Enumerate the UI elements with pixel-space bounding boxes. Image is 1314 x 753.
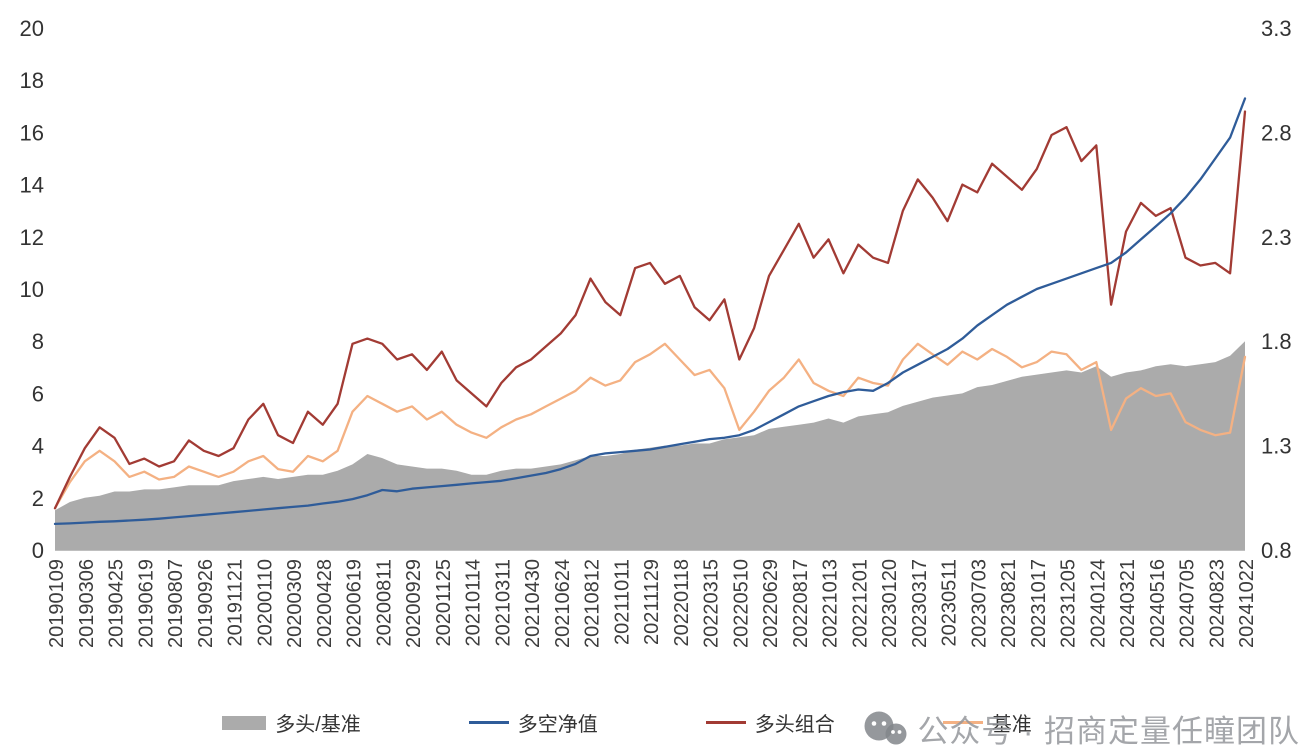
legend-swatch-line-icon	[942, 721, 983, 724]
x-axis-label: 20230120	[879, 559, 901, 648]
x-axis-label: 20231205	[1058, 559, 1080, 648]
x-axis-label: 20230821	[998, 559, 1020, 648]
legend-item-long-over-benchmark: 多头/基准	[222, 708, 361, 737]
legend-swatch-line-icon	[468, 721, 509, 724]
legend-label-long-short-nav: 多空净值	[517, 714, 598, 736]
x-axis-label: 20190619	[135, 559, 157, 648]
legend-item-long-portfolio: 多头组合	[705, 708, 835, 737]
legend-swatch-line-icon	[705, 721, 746, 724]
x-axis-label: 20210812	[582, 559, 604, 648]
right-axis-tick-label: 1.8	[1261, 329, 1292, 354]
x-axis-label: 20230511	[939, 559, 961, 647]
series-line-long-short-nav	[53, 97, 1247, 526]
x-axis-label: 20190807	[165, 559, 187, 648]
x-axis-label: 20190306	[76, 559, 98, 648]
x-axis-label: 20211011	[611, 559, 633, 645]
legend-label-long-portfolio: 多头组合	[754, 714, 835, 736]
x-axis-label: 20231017	[1028, 559, 1050, 648]
x-axis-label: 20240823	[1206, 559, 1228, 648]
x-axis-label: 20200309	[284, 559, 306, 648]
x-axis-label: 20191121	[225, 559, 247, 647]
legend-label-benchmark: 基准	[991, 714, 1032, 736]
series-line-long-portfolio	[53, 110, 1247, 510]
x-axis-label: 20221013	[820, 559, 842, 648]
x-axis-label: 20240705	[1177, 559, 1199, 648]
x-axis-label: 20241022	[1236, 559, 1258, 648]
x-axis-label: 20210114	[463, 559, 485, 647]
left-axis-tick-label: 0	[32, 538, 44, 563]
x-axis-label: 20240321	[1117, 559, 1139, 648]
x-axis-label: 20200811	[373, 559, 395, 647]
x-axis-label: 20220510	[730, 559, 752, 648]
legend-swatch-area-icon	[222, 715, 267, 730]
x-axis-label: 20200619	[344, 559, 366, 648]
x-axis-label: 20190425	[106, 559, 128, 648]
x-axis-label: 20221201	[849, 559, 871, 648]
left-axis-tick-label: 10	[20, 277, 44, 302]
x-axis-label: 20240124	[1087, 559, 1109, 648]
x-axis-label: 20220118	[671, 559, 693, 647]
x-axis-label: 20220629	[760, 559, 782, 648]
x-axis-label: 20230317	[909, 559, 931, 648]
right-axis-tick-label: 1.3	[1261, 434, 1292, 459]
x-axis-label: 20210430	[522, 559, 544, 648]
chart-legend: 多头/基准 多空净值 多头组合 基准	[0, 708, 1284, 737]
right-axis-tick-label: 3.3	[1261, 16, 1292, 41]
right-axis-tick-label: 0.8	[1261, 538, 1292, 563]
x-axis-label: 20200428	[314, 559, 336, 648]
series-line-benchmark	[53, 342, 1247, 510]
left-axis-tick-label: 6	[32, 381, 44, 406]
left-axis-tick-label: 18	[20, 68, 44, 93]
right-axis-tick-label: 2.8	[1261, 120, 1292, 145]
left-axis-tick-label: 12	[20, 225, 44, 250]
x-axis-label: 20200929	[403, 559, 425, 648]
x-axis-label: 20190926	[195, 559, 217, 648]
x-axis-label: 20190109	[46, 559, 68, 648]
right-axis-tick-label: 2.3	[1261, 225, 1292, 250]
watermark: 公众号 · 招商定量任瞳团队	[863, 706, 1300, 751]
left-axis-tick-label: 2	[32, 486, 44, 511]
left-axis-tick-label: 14	[20, 173, 44, 198]
x-axis-label: 20201125	[433, 559, 455, 647]
legend-item-long-short-nav: 多空净值	[468, 708, 598, 737]
x-axis-label: 20240516	[1147, 559, 1169, 648]
x-axis-label: 20200110	[254, 559, 276, 647]
left-axis-tick-label: 20	[20, 16, 44, 41]
legend-label-long-over-benchmark: 多头/基准	[275, 714, 361, 736]
x-axis-label: 20210624	[552, 559, 574, 648]
x-axis-label: 20210311	[492, 559, 514, 647]
series-area-long-over-benchmark	[55, 341, 1245, 550]
left-axis-tick-label: 4	[32, 434, 44, 459]
x-axis-label: 20220817	[790, 559, 812, 648]
net-value-chart: 0 2 4 6 8 10 12 14 16 18 20 0.8 1.3 1.8 2.3 2.8 3.3 20190…	[20, 16, 1292, 648]
legend-item-benchmark: 基准	[942, 708, 1032, 737]
left-axis-tick-label: 16	[20, 120, 44, 145]
x-axis-label: 20211129	[641, 559, 663, 645]
x-axis-label: 20230703	[968, 559, 990, 648]
watermark-text: 公众号 · 招商定量任瞳团队	[917, 714, 1300, 749]
wechat-icon	[863, 710, 909, 748]
left-axis-tick-label: 8	[32, 329, 44, 354]
x-axis-label: 20220315	[701, 559, 723, 648]
